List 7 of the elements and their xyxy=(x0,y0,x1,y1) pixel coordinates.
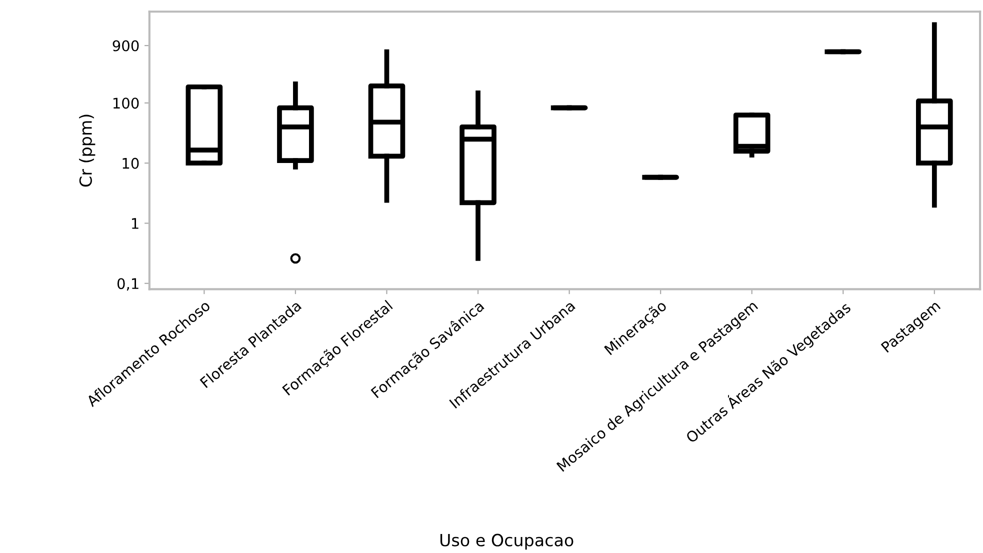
y-tick-label: 0,1 xyxy=(117,278,138,291)
y-tick-label: 900 xyxy=(112,40,139,52)
y-axis-title: Cr (ppm) xyxy=(79,114,96,187)
y-tick-label: 10 xyxy=(122,158,139,169)
x-axis-title: Uso e Ocupacao xyxy=(440,534,574,550)
y-tick-label: 100 xyxy=(113,98,139,109)
y-tick-label: 1 xyxy=(132,218,138,229)
